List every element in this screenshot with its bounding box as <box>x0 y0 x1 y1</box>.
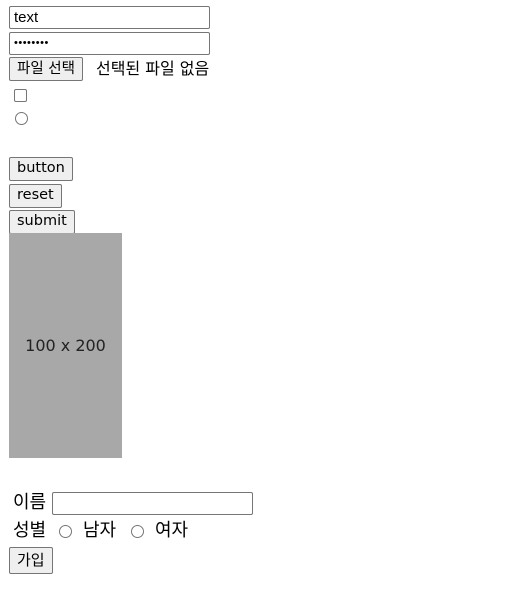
gender-female-label: 여자 <box>155 520 189 541</box>
submit-button[interactable]: submit <box>9 210 75 234</box>
name-input[interactable] <box>52 492 253 515</box>
password-input[interactable]: •••••••• <box>9 32 210 55</box>
reset-button[interactable]: reset <box>9 184 62 208</box>
join-button[interactable]: 가입 <box>9 547 53 574</box>
checkbox[interactable] <box>14 89 27 102</box>
gender-male-label: 남자 <box>83 520 117 541</box>
placeholder-image-label: 100 x 200 <box>25 336 106 355</box>
file-choose-button[interactable]: 파일 선택 <box>9 57 83 81</box>
file-status-text: 선택된 파일 없음 <box>96 59 210 78</box>
radio-button[interactable] <box>15 112 28 125</box>
placeholder-image: 100 x 200 <box>9 233 122 458</box>
gender-female-radio[interactable] <box>131 525 144 538</box>
text-input[interactable]: text <box>9 6 210 29</box>
gender-male-radio[interactable] <box>59 525 72 538</box>
name-label: 이름 <box>13 492 47 513</box>
gender-label: 성별 <box>13 520 47 541</box>
generic-button[interactable]: button <box>9 157 73 181</box>
